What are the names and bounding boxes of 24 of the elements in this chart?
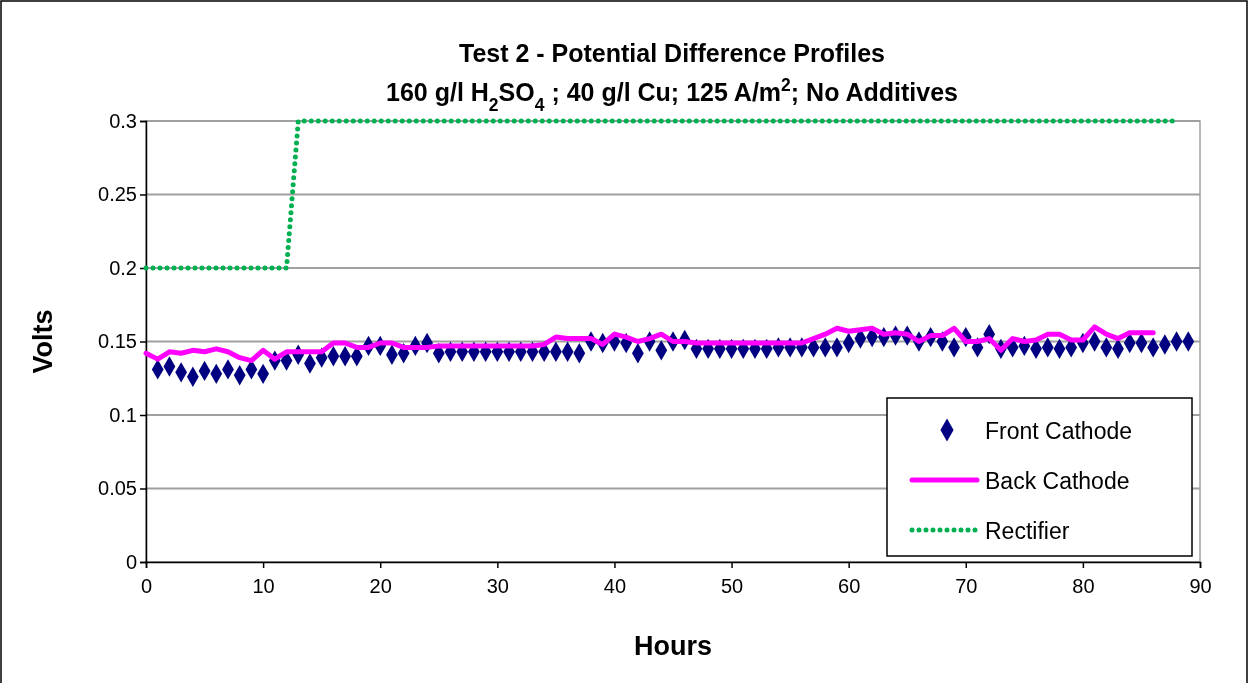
x-tick-label: 0 [140,575,153,597]
chart-subtitle: 160 g/l H$_{2}$SO$_{4}$ ; 40 g/l Cu; 125 A/m$^{2}$; No Additives [386,75,958,115]
x-tick-label: 10 [252,575,275,597]
y-tick-label: 0.2 [109,256,137,279]
legend-label: Back Cathode [985,468,1130,494]
x-tick-label: 20 [369,575,392,597]
legend-label: Rectifier [985,518,1070,544]
legend-label: Front Cathode [985,418,1133,444]
y-tick-label: 0.05 [98,477,137,500]
x-tick-label: 50 [720,575,744,597]
y-tick-label: 0 [125,550,137,573]
y-tick-label: 0.25 [98,183,137,206]
y-axis-title: Volts [28,309,58,374]
y-tick-label: 0.1 [109,403,137,426]
y-tick-label: 0.15 [98,330,137,353]
chart-title: Test 2 - Potential Difference Profiles [458,39,886,67]
y-tick-label: 0.3 [109,109,137,132]
x-axis-title: Hours [633,631,713,661]
x-tick-label: 40 [603,575,627,597]
x-tick-label: 60 [838,575,861,597]
x-tick-label: 80 [1072,575,1095,597]
x-tick-label: 70 [955,575,978,597]
x-tick-label: 90 [1189,575,1212,597]
x-tick-label: 30 [486,575,509,597]
